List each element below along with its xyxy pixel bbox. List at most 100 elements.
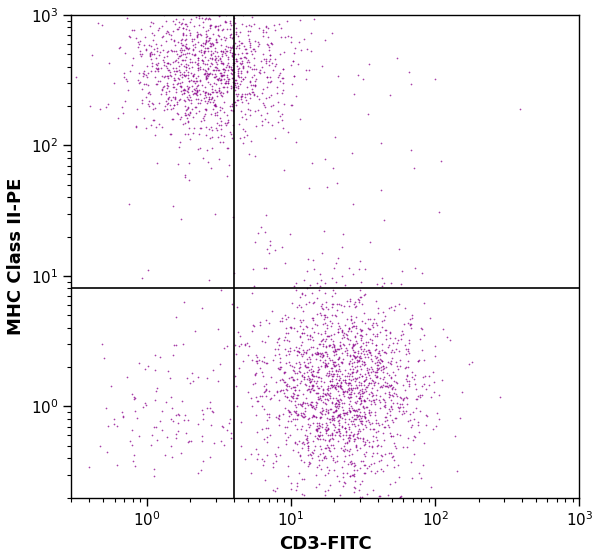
- Point: [181, 42, 190, 51]
- Point: [354, 415, 364, 424]
- Point: [402, 443, 412, 452]
- Point: [367, 357, 376, 366]
- Point: [354, 393, 364, 402]
- Point: [182, 63, 191, 72]
- Point: [344, 385, 353, 394]
- Point: [320, 487, 329, 496]
- Point: [205, 61, 215, 70]
- Point: [299, 458, 309, 466]
- Point: [384, 449, 394, 458]
- Point: [307, 29, 316, 38]
- Point: [322, 361, 331, 370]
- Point: [364, 390, 373, 399]
- Point: [215, 89, 225, 98]
- Point: [299, 374, 309, 383]
- Point: [148, 104, 158, 113]
- Point: [328, 415, 338, 424]
- Point: [177, 72, 187, 81]
- Point: [347, 393, 356, 402]
- Point: [331, 346, 340, 355]
- Point: [197, 50, 207, 59]
- Point: [328, 419, 338, 428]
- Point: [323, 469, 333, 478]
- Point: [172, 340, 181, 349]
- Point: [361, 413, 370, 422]
- Point: [208, 97, 217, 106]
- Point: [404, 380, 413, 389]
- Point: [262, 263, 271, 272]
- Point: [297, 328, 307, 337]
- Point: [381, 381, 391, 390]
- Point: [298, 474, 307, 483]
- Point: [214, 154, 224, 163]
- Point: [172, 63, 181, 72]
- Point: [358, 433, 368, 442]
- Point: [274, 118, 283, 127]
- Point: [265, 318, 274, 327]
- Point: [372, 385, 382, 394]
- Point: [122, 14, 131, 23]
- Point: [176, 59, 186, 68]
- Point: [407, 80, 416, 88]
- Point: [159, 105, 169, 114]
- Point: [224, 66, 233, 75]
- Point: [239, 357, 248, 366]
- Point: [316, 310, 325, 319]
- Point: [184, 64, 194, 73]
- Point: [358, 403, 368, 412]
- Point: [295, 343, 304, 352]
- Point: [317, 456, 326, 465]
- Point: [296, 340, 305, 349]
- Point: [262, 391, 271, 400]
- Point: [251, 351, 260, 360]
- Point: [277, 316, 287, 325]
- Point: [431, 422, 441, 431]
- Point: [355, 394, 365, 403]
- Point: [140, 399, 149, 408]
- Point: [360, 360, 370, 369]
- Point: [174, 22, 184, 31]
- Point: [365, 314, 374, 323]
- Point: [369, 315, 379, 324]
- Point: [184, 124, 194, 133]
- Point: [364, 346, 374, 354]
- Point: [194, 20, 203, 29]
- Point: [343, 388, 352, 396]
- Point: [329, 357, 339, 366]
- Point: [371, 428, 381, 437]
- Point: [348, 432, 358, 441]
- Point: [195, 99, 205, 108]
- Point: [185, 378, 195, 387]
- Point: [284, 396, 294, 405]
- Point: [360, 319, 370, 328]
- Point: [381, 362, 391, 371]
- Point: [259, 55, 269, 64]
- Point: [185, 107, 195, 116]
- Point: [253, 228, 262, 237]
- Point: [356, 348, 365, 357]
- Point: [232, 30, 241, 39]
- Point: [286, 409, 296, 418]
- Point: [204, 69, 214, 78]
- Point: [333, 397, 343, 406]
- Point: [385, 329, 395, 338]
- Point: [387, 416, 397, 424]
- Point: [333, 318, 343, 327]
- Point: [140, 40, 149, 49]
- Point: [338, 389, 348, 398]
- Point: [276, 386, 286, 395]
- Point: [101, 404, 111, 413]
- Point: [187, 35, 197, 44]
- Point: [308, 380, 317, 389]
- Point: [145, 97, 154, 106]
- Point: [351, 405, 361, 414]
- Point: [357, 317, 367, 326]
- Point: [391, 390, 401, 399]
- Point: [367, 392, 377, 401]
- Point: [288, 57, 298, 66]
- Point: [331, 360, 341, 369]
- Point: [289, 366, 299, 375]
- Point: [289, 383, 299, 392]
- Point: [418, 461, 427, 470]
- Point: [334, 410, 344, 419]
